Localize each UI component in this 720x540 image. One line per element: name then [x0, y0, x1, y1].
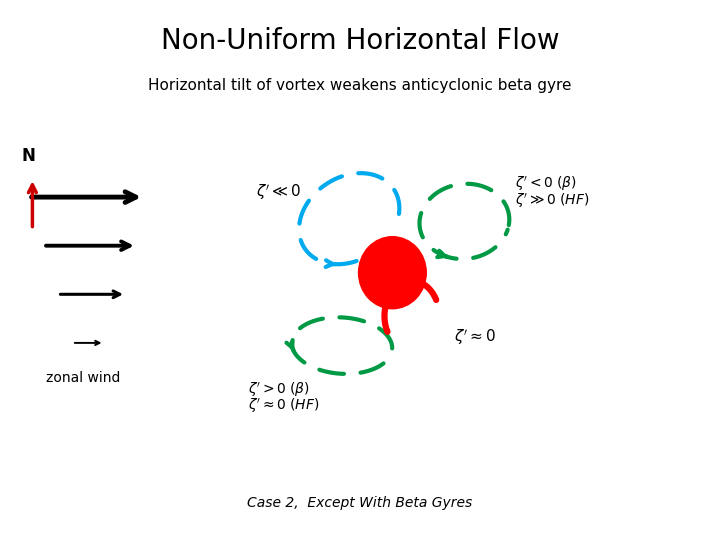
- Text: N: N: [22, 147, 36, 165]
- Text: Case 2,  Except With Beta Gyres: Case 2, Except With Beta Gyres: [248, 496, 472, 510]
- Text: Horizontal tilt of vortex weakens anticyclonic beta gyre: Horizontal tilt of vortex weakens anticy…: [148, 78, 572, 93]
- Text: Non-Uniform Horizontal Flow: Non-Uniform Horizontal Flow: [161, 27, 559, 55]
- Text: $\zeta^{\prime} \gg 0\;(HF)$: $\zeta^{\prime} \gg 0\;(HF)$: [515, 192, 589, 210]
- Text: $\zeta^{\prime} > 0\;(\beta)$: $\zeta^{\prime} > 0\;(\beta)$: [248, 381, 310, 399]
- Ellipse shape: [358, 236, 427, 309]
- Text: $\zeta^{\prime} \ll 0$: $\zeta^{\prime} \ll 0$: [256, 182, 301, 201]
- Text: $\zeta^{\prime} \approx 0$: $\zeta^{\prime} \approx 0$: [454, 328, 496, 347]
- Text: zonal wind: zonal wind: [45, 371, 120, 385]
- Text: $\zeta^{\prime} \approx 0\;(HF)$: $\zeta^{\prime} \approx 0\;(HF)$: [248, 397, 320, 415]
- Text: $\zeta^{\prime} < 0\;(\beta)$: $\zeta^{\prime} < 0\;(\beta)$: [515, 174, 577, 193]
